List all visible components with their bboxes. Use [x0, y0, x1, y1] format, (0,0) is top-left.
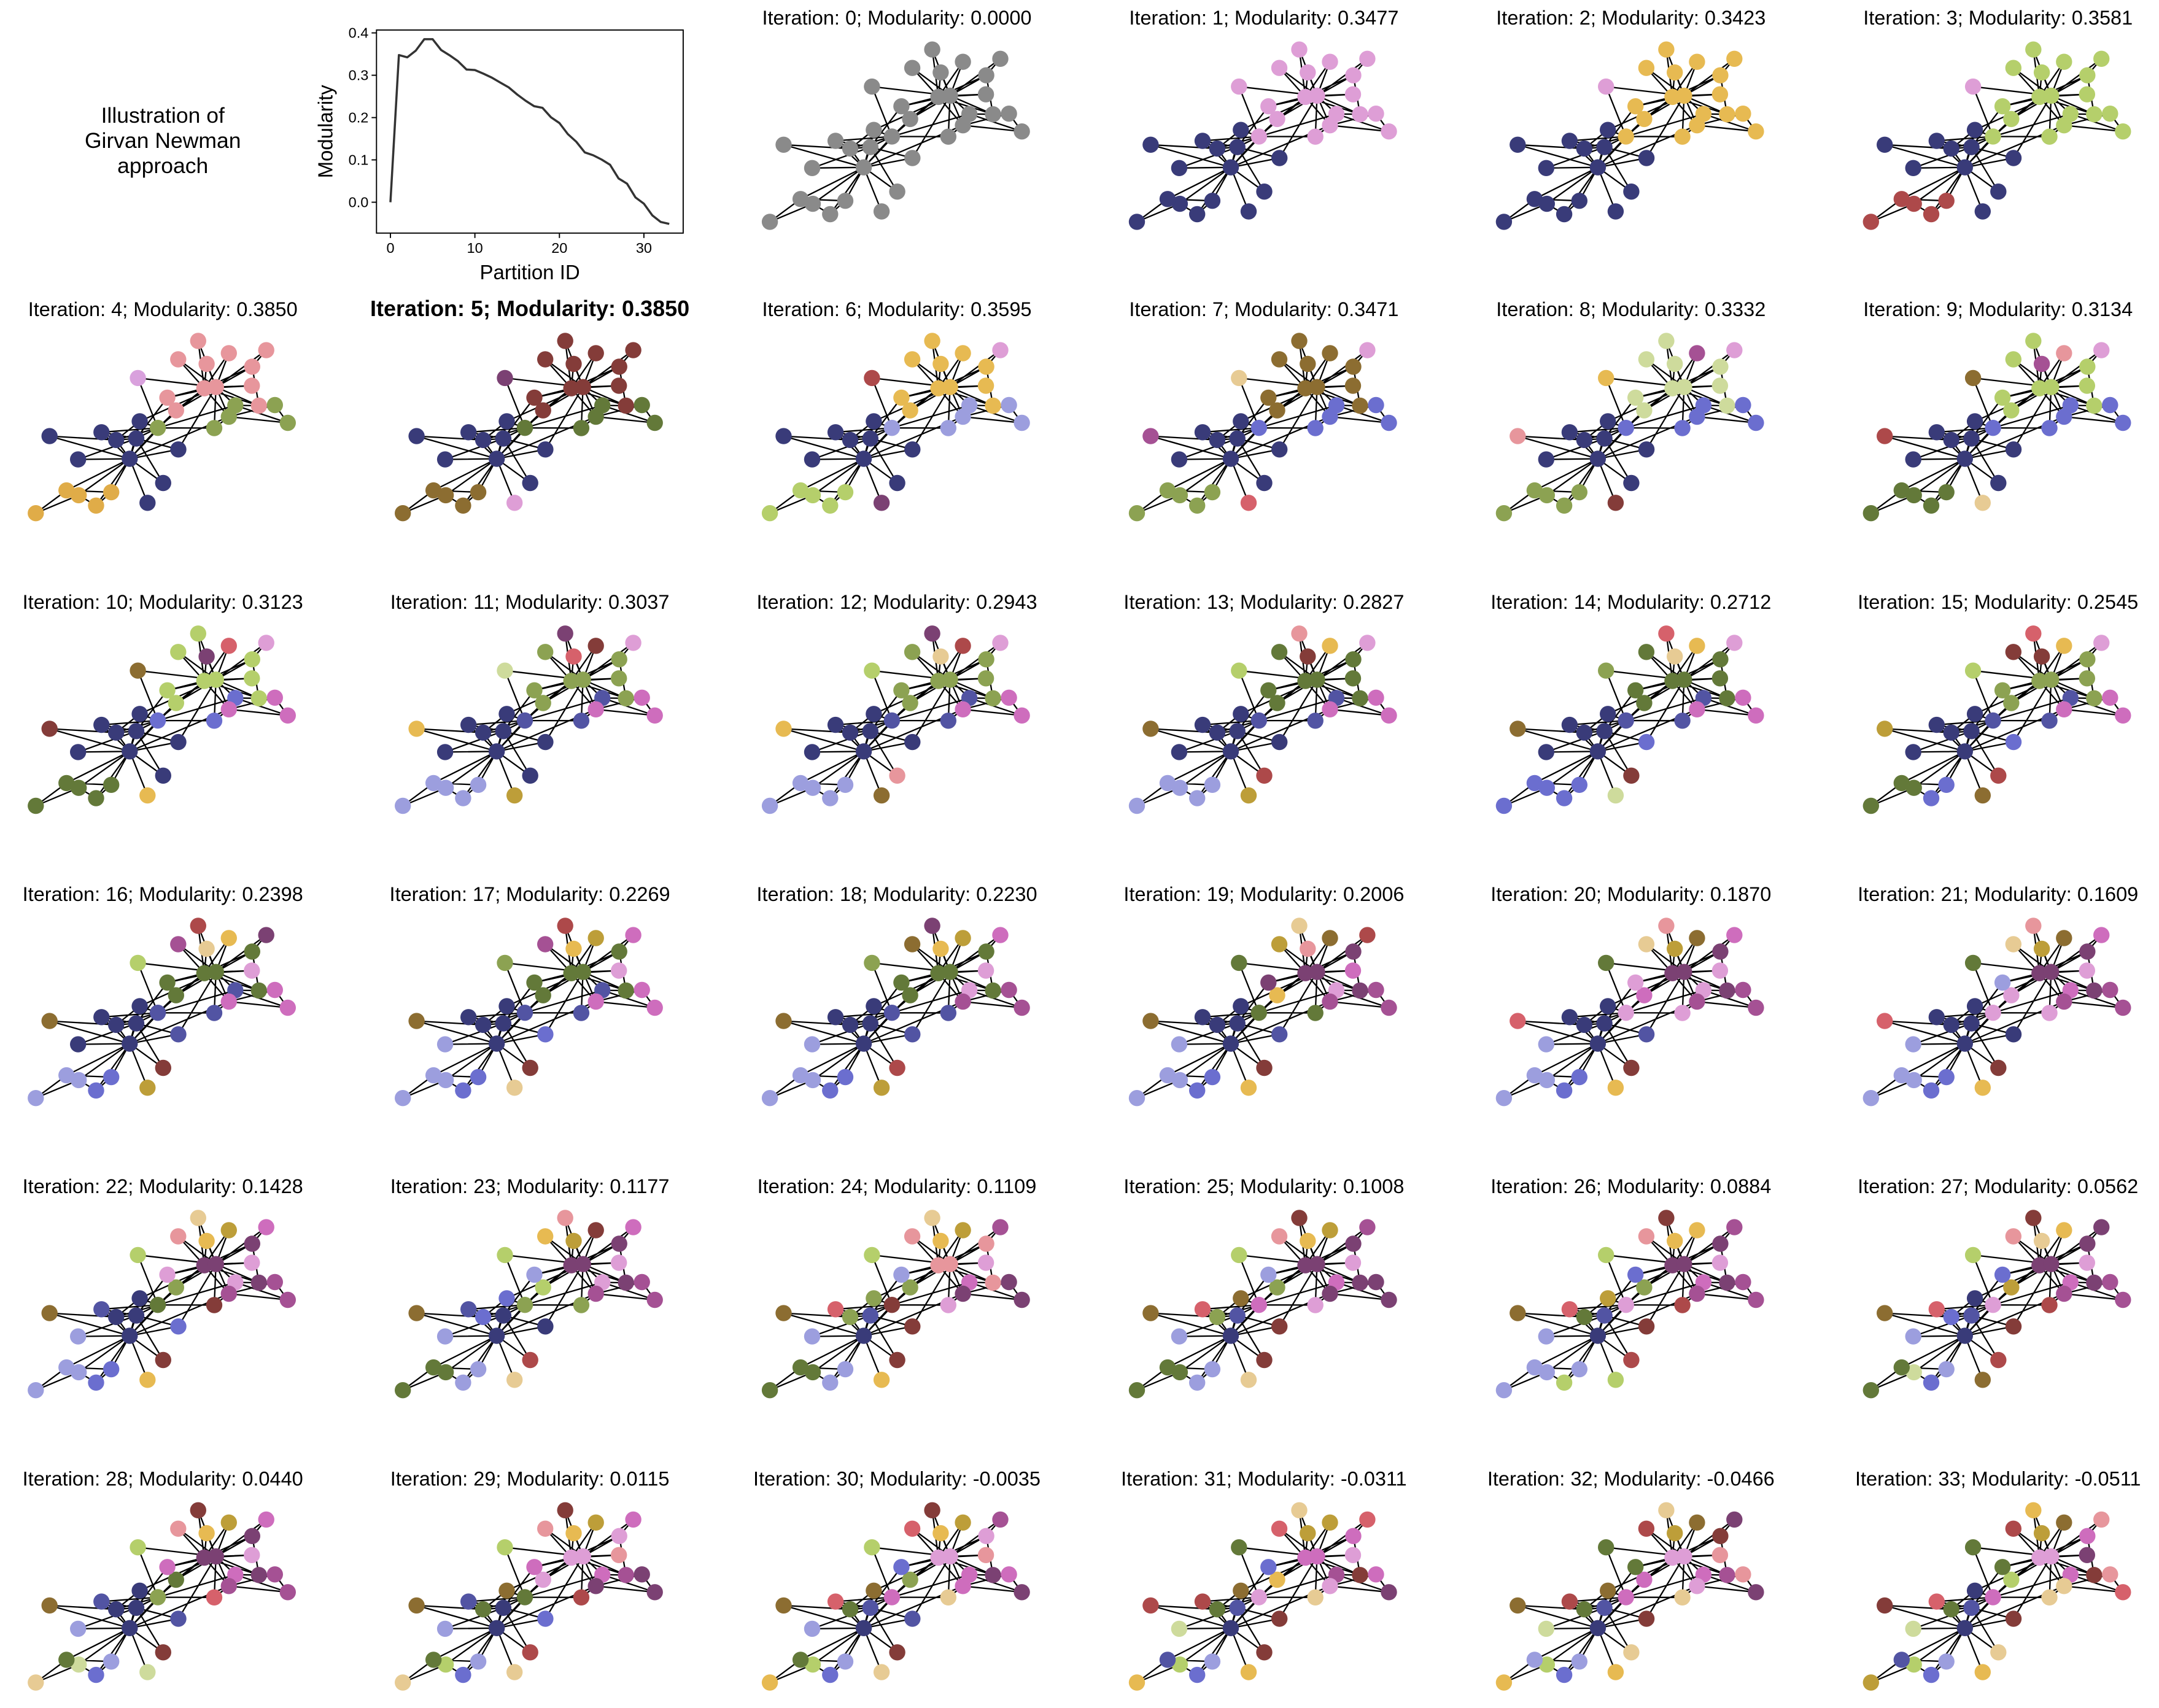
svg-text:Iteration: 20; Modularity: 0.1: Iteration: 20; Modularity: 0.1870	[1490, 883, 1771, 905]
svg-text:0: 0	[386, 240, 394, 256]
svg-text:Iteration: 22; Modularity: 0.1: Iteration: 22; Modularity: 0.1428	[23, 1175, 303, 1197]
svg-text:Iteration: 31; Modularity: -0.: Iteration: 31; Modularity: -0.0311	[1121, 1467, 1407, 1490]
svg-text:Iteration: 10; Modularity: 0.3: Iteration: 10; Modularity: 0.3123	[23, 591, 303, 613]
svg-text:Iteration: 6; Modularity: 0.35: Iteration: 6; Modularity: 0.3595	[762, 298, 1031, 320]
svg-text:Iteration: 33; Modularity: -0.: Iteration: 33; Modularity: -0.0511	[1855, 1467, 2141, 1490]
svg-text:Modularity: Modularity	[314, 85, 336, 179]
svg-text:0.0: 0.0	[349, 195, 369, 211]
svg-text:Iteration: 0; Modularity: 0.00: Iteration: 0; Modularity: 0.0000	[762, 7, 1031, 29]
svg-text:Iteration: 25; Modularity: 0.1: Iteration: 25; Modularity: 0.1008	[1123, 1175, 1404, 1197]
svg-text:Iteration: 21; Modularity: 0.1: Iteration: 21; Modularity: 0.1609	[1858, 883, 2138, 905]
svg-text:Iteration: 13; Modularity: 0.2: Iteration: 13; Modularity: 0.2827	[1123, 591, 1404, 613]
svg-text:Iteration: 9; Modularity: 0.31: Iteration: 9; Modularity: 0.3134	[1863, 298, 2133, 320]
svg-text:Iteration: 24; Modularity: 0.1: Iteration: 24; Modularity: 0.1109	[758, 1175, 1037, 1197]
svg-text:Iteration: 11; Modularity: 0.3: Iteration: 11; Modularity: 0.3037	[390, 591, 670, 613]
svg-text:Illustration of: Illustration of	[101, 103, 225, 128]
svg-text:Iteration: 18; Modularity: 0.2: Iteration: 18; Modularity: 0.2230	[756, 883, 1037, 905]
svg-text:Iteration: 19; Modularity: 0.2: Iteration: 19; Modularity: 0.2006	[1123, 883, 1404, 905]
svg-text:Iteration: 1; Modularity: 0.34: Iteration: 1; Modularity: 0.3477	[1129, 7, 1398, 29]
svg-text:Girvan Newman: Girvan Newman	[85, 128, 241, 153]
svg-text:0.2: 0.2	[349, 110, 369, 126]
svg-text:0.4: 0.4	[349, 25, 369, 41]
svg-text:Iteration: 4; Modularity: 0.38: Iteration: 4; Modularity: 0.3850	[28, 298, 298, 320]
svg-text:Iteration: 14; Modularity: 0.2: Iteration: 14; Modularity: 0.2712	[1490, 591, 1771, 613]
svg-text:Partition ID: Partition ID	[479, 261, 579, 284]
svg-text:Iteration: 16; Modularity: 0.2: Iteration: 16; Modularity: 0.2398	[23, 883, 303, 905]
svg-text:Iteration: 3; Modularity: 0.35: Iteration: 3; Modularity: 0.3581	[1863, 7, 2133, 29]
svg-text:20: 20	[551, 240, 567, 256]
svg-text:Iteration: 28; Modularity: 0.0: Iteration: 28; Modularity: 0.0440	[23, 1467, 303, 1490]
svg-text:Iteration: 17; Modularity: 0.2: Iteration: 17; Modularity: 0.2269	[390, 883, 670, 905]
svg-text:Iteration: 29; Modularity: 0.0: Iteration: 29; Modularity: 0.0115	[390, 1467, 670, 1490]
svg-text:Iteration: 23; Modularity: 0.1: Iteration: 23; Modularity: 0.1177	[390, 1175, 670, 1197]
svg-text:Iteration: 26; Modularity: 0.0: Iteration: 26; Modularity: 0.0884	[1490, 1175, 1771, 1197]
svg-text:Iteration: 12; Modularity: 0.2: Iteration: 12; Modularity: 0.2943	[756, 591, 1037, 613]
svg-text:Iteration: 7; Modularity: 0.34: Iteration: 7; Modularity: 0.3471	[1129, 298, 1398, 320]
svg-text:Iteration: 2; Modularity: 0.34: Iteration: 2; Modularity: 0.3423	[1496, 7, 1766, 29]
svg-text:approach: approach	[117, 153, 208, 178]
svg-text:0.3: 0.3	[349, 68, 369, 83]
svg-text:Iteration: 27; Modularity: 0.0: Iteration: 27; Modularity: 0.0562	[1858, 1175, 2138, 1197]
svg-text:Iteration: 8; Modularity: 0.33: Iteration: 8; Modularity: 0.3332	[1496, 298, 1766, 320]
svg-text:Iteration: 5; Modularity: 0.38: Iteration: 5; Modularity: 0.3850	[370, 296, 689, 321]
svg-text:0.1: 0.1	[349, 152, 369, 168]
svg-text:30: 30	[636, 240, 652, 256]
svg-text:10: 10	[467, 240, 483, 256]
svg-text:Iteration: 30; Modularity: -0.: Iteration: 30; Modularity: -0.0035	[753, 1467, 1041, 1490]
svg-text:Iteration: 15; Modularity: 0.2: Iteration: 15; Modularity: 0.2545	[1858, 591, 2138, 613]
svg-text:Iteration: 32; Modularity: -0.: Iteration: 32; Modularity: -0.0466	[1487, 1467, 1775, 1490]
